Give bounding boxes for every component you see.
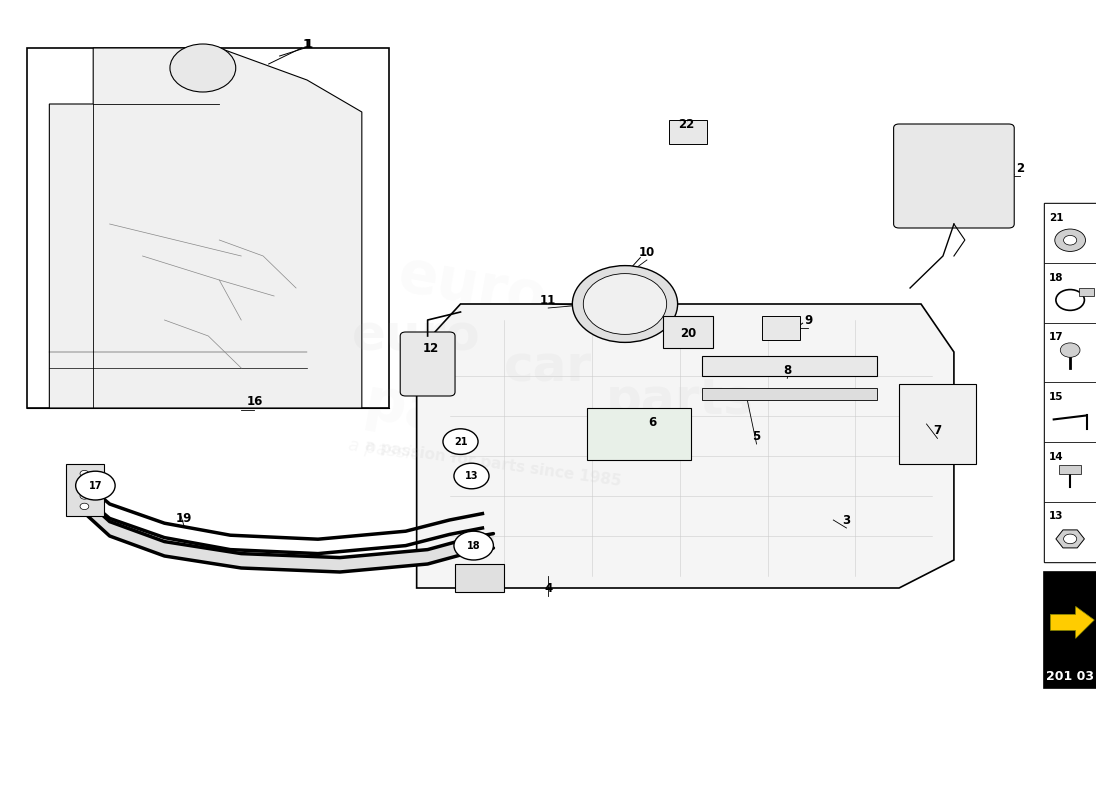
Text: 4: 4 — [544, 582, 552, 594]
Circle shape — [454, 531, 494, 560]
Text: 5: 5 — [752, 430, 761, 442]
Bar — [1044, 502, 1097, 562]
Text: 21: 21 — [1049, 213, 1064, 222]
Text: 9: 9 — [804, 314, 812, 326]
Text: 201 03: 201 03 — [1046, 670, 1094, 682]
Polygon shape — [455, 564, 505, 592]
Text: euro
car
parts: euro car parts — [360, 244, 562, 460]
Bar — [762, 316, 801, 340]
Polygon shape — [88, 502, 494, 572]
Bar — [1079, 288, 1094, 296]
Text: 21: 21 — [454, 437, 467, 446]
Bar — [702, 356, 877, 376]
FancyBboxPatch shape — [28, 48, 389, 408]
Circle shape — [76, 471, 116, 500]
Polygon shape — [1056, 530, 1085, 548]
Circle shape — [1064, 235, 1077, 245]
Text: 13: 13 — [464, 471, 478, 481]
Polygon shape — [50, 48, 362, 408]
Circle shape — [454, 463, 490, 489]
Bar — [702, 388, 877, 400]
Text: 22: 22 — [679, 118, 694, 130]
Text: 14: 14 — [1049, 452, 1064, 462]
Text: 19: 19 — [176, 512, 192, 525]
Circle shape — [443, 429, 478, 454]
Text: 1: 1 — [305, 38, 314, 51]
Text: parts: parts — [606, 376, 754, 424]
Text: 1: 1 — [302, 38, 311, 50]
Circle shape — [1060, 343, 1080, 358]
Text: 17: 17 — [1049, 332, 1064, 342]
Text: 7: 7 — [934, 424, 942, 437]
Text: car: car — [504, 344, 592, 392]
Circle shape — [1064, 534, 1077, 544]
Text: a passion for parts since 1985: a passion for parts since 1985 — [346, 436, 618, 492]
Text: a passion for parts since 1985: a passion for parts since 1985 — [364, 438, 623, 490]
Text: 20: 20 — [681, 327, 696, 340]
Bar — [66, 464, 104, 516]
Bar — [1044, 322, 1097, 382]
Circle shape — [80, 481, 89, 487]
Text: 3: 3 — [843, 514, 850, 526]
Circle shape — [1055, 229, 1086, 251]
Text: 18: 18 — [466, 541, 481, 550]
FancyBboxPatch shape — [400, 332, 455, 396]
Bar — [663, 316, 713, 348]
FancyBboxPatch shape — [893, 124, 1014, 228]
Text: 11: 11 — [540, 294, 557, 306]
Bar — [1044, 263, 1097, 322]
Polygon shape — [1050, 606, 1094, 638]
Text: 15: 15 — [1049, 392, 1064, 402]
Text: 6: 6 — [648, 416, 657, 429]
Text: 8: 8 — [783, 364, 791, 377]
Bar — [1044, 442, 1097, 502]
Bar — [899, 384, 976, 464]
Circle shape — [583, 274, 667, 334]
FancyBboxPatch shape — [1044, 572, 1097, 688]
Text: 13: 13 — [1049, 511, 1064, 522]
Text: 12: 12 — [422, 342, 439, 354]
Circle shape — [80, 503, 89, 510]
Text: euro: euro — [352, 312, 481, 360]
Circle shape — [170, 44, 235, 92]
Text: 18: 18 — [1049, 273, 1064, 282]
Bar — [1044, 203, 1097, 263]
Text: 2: 2 — [1015, 162, 1024, 174]
Circle shape — [80, 470, 89, 477]
Circle shape — [572, 266, 678, 342]
Bar — [1044, 382, 1097, 442]
Circle shape — [80, 493, 89, 499]
Bar — [1059, 465, 1081, 474]
Bar — [586, 408, 691, 460]
Bar — [1044, 203, 1097, 562]
Text: 17: 17 — [89, 481, 102, 490]
Text: 10: 10 — [639, 246, 654, 258]
Polygon shape — [417, 304, 954, 588]
FancyBboxPatch shape — [669, 120, 707, 144]
Text: 16: 16 — [246, 395, 263, 408]
